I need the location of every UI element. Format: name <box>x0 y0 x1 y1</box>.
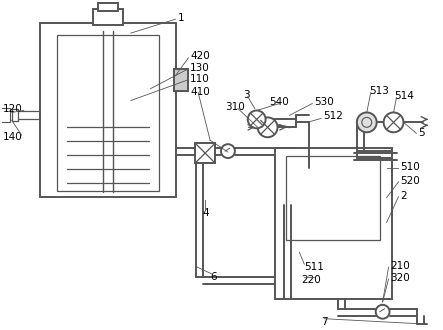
Bar <box>287 156 380 240</box>
Bar <box>0 109 10 122</box>
Text: 1: 1 <box>177 13 184 23</box>
Text: 3: 3 <box>243 90 249 100</box>
Text: 5: 5 <box>418 128 425 138</box>
Text: 220: 220 <box>301 275 321 285</box>
Circle shape <box>362 117 372 127</box>
Text: 310: 310 <box>225 103 245 113</box>
Circle shape <box>357 113 377 132</box>
Circle shape <box>376 305 389 319</box>
Circle shape <box>248 111 266 128</box>
Text: 130: 130 <box>190 63 210 73</box>
Text: 2: 2 <box>400 191 407 201</box>
Circle shape <box>384 113 404 132</box>
Text: 512: 512 <box>323 112 343 121</box>
Bar <box>39 23 176 197</box>
Bar <box>175 69 188 91</box>
Bar <box>275 148 392 299</box>
Circle shape <box>258 117 277 137</box>
Text: 210: 210 <box>391 261 410 271</box>
Text: 540: 540 <box>270 97 289 107</box>
Text: 514: 514 <box>395 91 414 101</box>
Bar <box>195 143 215 163</box>
Bar <box>93 9 123 25</box>
Text: 520: 520 <box>400 176 420 186</box>
Bar <box>98 3 118 11</box>
Text: 410: 410 <box>190 86 210 97</box>
Text: 7: 7 <box>321 317 328 327</box>
Text: 420: 420 <box>190 51 210 61</box>
Text: 140: 140 <box>3 132 23 142</box>
Bar <box>58 35 159 191</box>
Circle shape <box>221 144 235 158</box>
Text: 120: 120 <box>3 105 23 115</box>
Text: 320: 320 <box>391 273 410 283</box>
Text: 4: 4 <box>202 208 209 217</box>
Text: 511: 511 <box>304 262 324 272</box>
Text: 6: 6 <box>210 272 217 282</box>
Text: 110: 110 <box>190 74 210 84</box>
Text: 510: 510 <box>400 162 420 172</box>
Text: 530: 530 <box>314 97 334 107</box>
Text: 513: 513 <box>369 85 389 96</box>
